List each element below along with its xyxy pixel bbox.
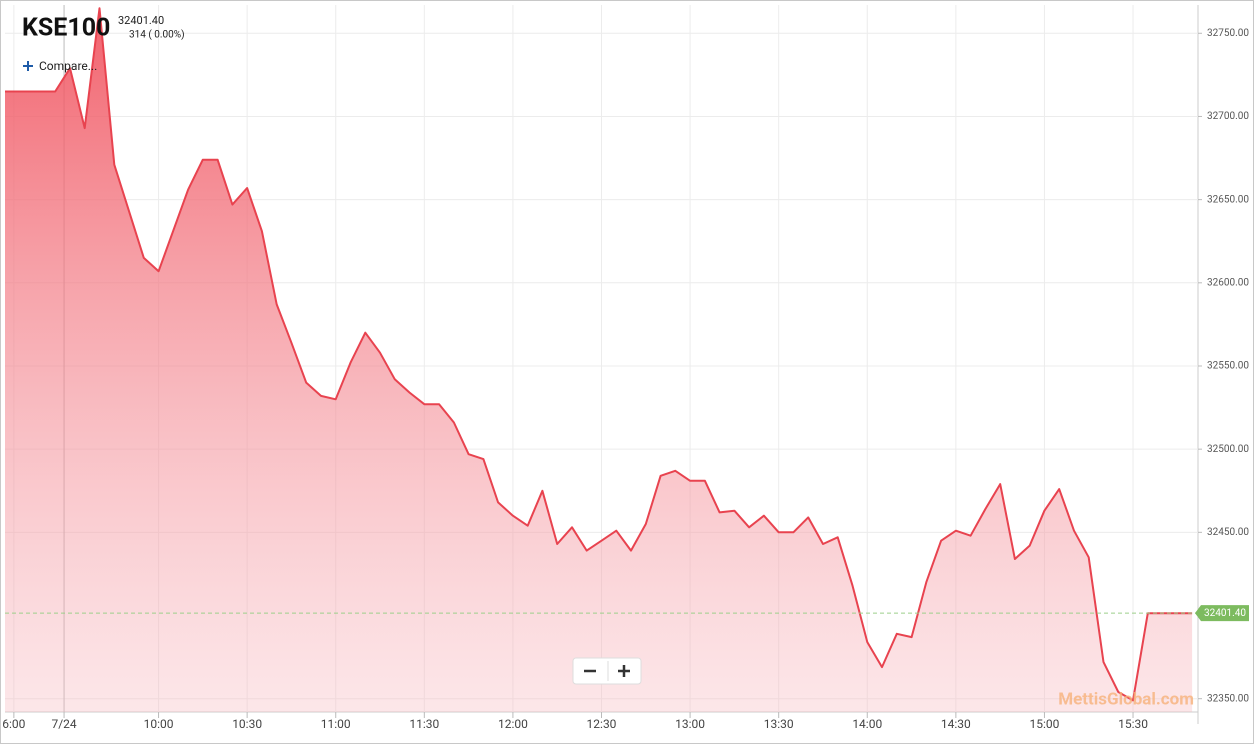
x-tick-label: 12:30 — [587, 717, 617, 731]
change: 314 ( 0.00%) — [129, 29, 185, 41]
x-tick-label: 12:00 — [498, 717, 528, 731]
y-tick-label: 32650.00 — [1207, 194, 1249, 205]
price-tag-label: 32401.40 — [1204, 608, 1246, 619]
x-tick-label: 10:30 — [232, 717, 262, 731]
area-fill — [5, 8, 1193, 713]
y-tick-label: 32700.00 — [1207, 111, 1249, 122]
series-line — [5, 7, 1193, 702]
x-tick-label: 11:30 — [409, 717, 439, 731]
price-tag — [1195, 605, 1249, 622]
price: 32401.40 — [118, 14, 164, 27]
x-tick-label: 14:30 — [941, 717, 971, 731]
x-tick-label: 6:00 — [2, 717, 25, 731]
x-tick-label: 13:00 — [675, 717, 705, 731]
x-tick-label: 13:30 — [764, 717, 794, 731]
symbol-title: KSE100 — [22, 14, 110, 43]
compare-button[interactable]: Compare... — [39, 59, 97, 73]
x-tick-label: 11:00 — [321, 717, 351, 731]
zoom-control[interactable] — [572, 657, 642, 685]
x-tick-label: 10:00 — [144, 717, 174, 731]
watermark: MettisGlobal.com — [1058, 689, 1194, 709]
x-tick-label: 15:00 — [1030, 717, 1060, 731]
x-tick-label: 15:30 — [1118, 717, 1148, 731]
y-tick-label: 32750.00 — [1207, 28, 1249, 39]
y-tick-label: 32500.00 — [1207, 444, 1249, 455]
y-tick-label: 32600.00 — [1207, 277, 1249, 288]
y-tick-label: 32450.00 — [1207, 527, 1249, 538]
x-tick-label: 14:00 — [852, 717, 882, 731]
x-tick-label: 7/24 — [51, 717, 76, 731]
y-tick-label: 32550.00 — [1207, 361, 1249, 372]
y-tick-label: 32350.00 — [1207, 693, 1249, 704]
